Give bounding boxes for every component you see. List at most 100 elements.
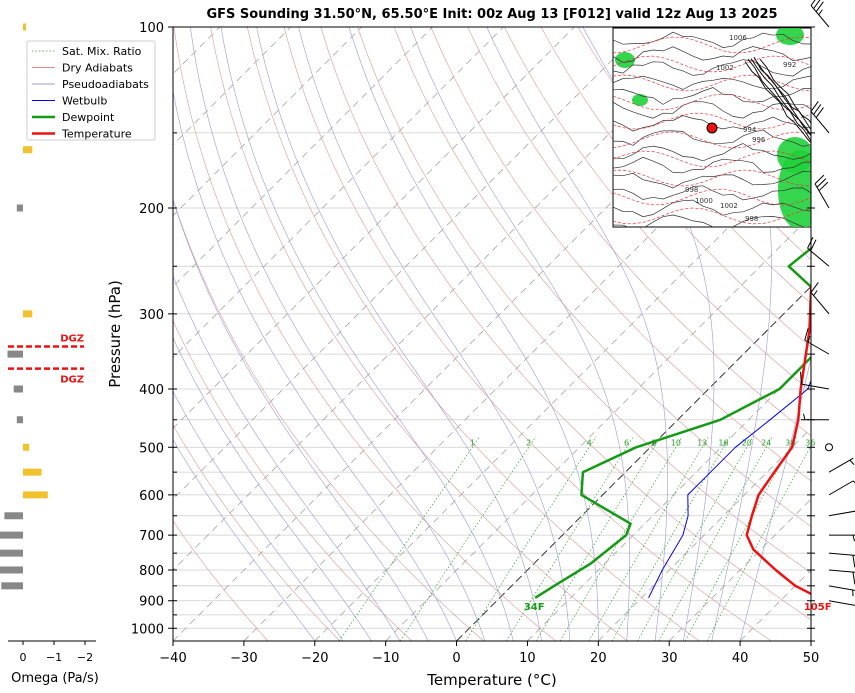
pseudoadiabat bbox=[739, 356, 811, 641]
x-tick-label: −40 bbox=[159, 651, 186, 666]
inset-map: 1006 1002 998 1000 994 996 992 1002 998 bbox=[612, 27, 812, 228]
y-axis-label: Pressure (hPa) bbox=[106, 280, 124, 388]
isotherm-line bbox=[668, 498, 811, 641]
isobar-label: 998 bbox=[745, 215, 758, 223]
omega-tick-label: −1 bbox=[46, 651, 62, 664]
isobar-label: 992 bbox=[783, 61, 796, 69]
dewpoint-profile bbox=[534, 246, 811, 599]
pseudoadiabat bbox=[173, 275, 401, 641]
wind-barb bbox=[814, 174, 830, 209]
x-tick-label: 10 bbox=[519, 651, 536, 666]
isotherm-line bbox=[0, 27, 7, 641]
mixing-ratio-label: 20 bbox=[742, 438, 752, 447]
omega-bar bbox=[16, 416, 23, 424]
dry-adiabat bbox=[835, 27, 855, 641]
mixing-ratio-label: 36 bbox=[805, 438, 815, 447]
isobar-label: 1002 bbox=[716, 64, 734, 72]
surface-temperature-label: 105F bbox=[804, 602, 832, 613]
pseudoadiabat bbox=[410, 27, 630, 641]
isobar-label: 996 bbox=[752, 136, 766, 144]
mixing-ratio-line bbox=[588, 436, 709, 641]
isotherm-line bbox=[173, 27, 504, 358]
isotherm-line bbox=[173, 27, 433, 288]
y-tick-label: 1000 bbox=[131, 622, 164, 637]
omega-bar bbox=[23, 146, 33, 154]
omega-bar bbox=[7, 350, 23, 358]
wind-barb bbox=[810, 282, 830, 315]
dry-adiabat bbox=[173, 320, 413, 641]
legend-label: Wetbulb bbox=[62, 95, 107, 108]
omega-axis-label: Omega (Pa/s) bbox=[11, 671, 99, 686]
wind-barb bbox=[807, 236, 830, 267]
dry-adiabat bbox=[577, 27, 811, 304]
dry-adiabat bbox=[357, 27, 811, 574]
y-tick-label: 900 bbox=[139, 595, 164, 610]
pseudoadiabat bbox=[190, 27, 486, 641]
omega-bar bbox=[0, 531, 23, 539]
isotherm-line bbox=[173, 27, 362, 217]
dry-adiabat bbox=[540, 27, 811, 348]
mixing-ratio-label: 30 bbox=[785, 438, 795, 447]
dry-adiabat bbox=[283, 27, 772, 641]
x-tick-label: −30 bbox=[230, 651, 257, 666]
y-axis-ticks: 100 200 300 400 500 600 700 800 900 1000 bbox=[131, 21, 173, 637]
isobar-label: 1006 bbox=[729, 34, 747, 42]
station-marker bbox=[706, 122, 718, 134]
omega-tick-label: 0 bbox=[20, 651, 27, 664]
y-tick-label: 600 bbox=[139, 489, 164, 504]
isotherm-line bbox=[173, 27, 292, 146]
x-tick-label: −10 bbox=[372, 651, 399, 666]
mixing-ratio-label: 4 bbox=[587, 438, 592, 447]
x-tick-label: 40 bbox=[732, 651, 749, 666]
wind-barb bbox=[828, 457, 855, 473]
dry-adiabat bbox=[210, 27, 628, 641]
omega-bar bbox=[0, 549, 23, 557]
omega-bar bbox=[23, 468, 42, 476]
wind-barb bbox=[828, 552, 855, 568]
pseudoadiabat bbox=[702, 27, 772, 641]
chart-title: GFS Sounding 31.50°N, 65.50°E Init: 00z … bbox=[206, 7, 777, 22]
wetbulb-profile bbox=[648, 379, 811, 599]
mixing-ratio-line bbox=[611, 436, 731, 641]
wind-barb bbox=[828, 569, 855, 585]
y-tick-label: 800 bbox=[139, 564, 164, 579]
legend-label: Dewpoint bbox=[62, 111, 115, 124]
isotherm-line bbox=[314, 144, 811, 641]
mixing-ratio-label: 13 bbox=[697, 438, 707, 447]
mixing-ratio-labels: 1 2 4 6 8 10 13 16 20 24 30 36 bbox=[470, 438, 815, 447]
mixing-ratio-line bbox=[535, 436, 661, 641]
mixing-ratio-label: 16 bbox=[718, 438, 728, 447]
isotherm-line bbox=[456, 285, 811, 641]
wind-barb bbox=[828, 585, 855, 597]
wind-barb bbox=[810, 101, 830, 134]
wind-barb bbox=[804, 328, 830, 355]
pseudoadiabat bbox=[173, 439, 316, 641]
isotherm-line bbox=[173, 27, 646, 500]
isobar-label: 1002 bbox=[720, 202, 738, 210]
mixing-ratio-line bbox=[559, 436, 683, 641]
pseudoadiabat bbox=[486, 27, 668, 641]
x-axis-ticks: −40 −30 −20 −10 0 10 20 30 40 50 bbox=[159, 641, 819, 666]
pseudoadiabat bbox=[173, 89, 457, 641]
wind-barb bbox=[828, 510, 855, 517]
pseudoadiabat bbox=[582, 27, 715, 641]
y-tick-label: 500 bbox=[139, 441, 164, 456]
mixing-ratio-label: 8 bbox=[651, 438, 656, 447]
wind-barb bbox=[828, 600, 855, 606]
mixing-ratio-line bbox=[506, 436, 634, 641]
mixing-ratio-label: 1 bbox=[470, 438, 475, 447]
wind-barb bbox=[829, 534, 855, 542]
pseudoadiabat bbox=[256, 27, 542, 641]
x-tick-label: 0 bbox=[452, 651, 460, 666]
omega-panel: 0 −1 −2 DGZ DGZ bbox=[0, 23, 96, 664]
pseudoadiabat bbox=[173, 198, 429, 641]
isobar-label: 994 bbox=[743, 126, 757, 134]
omega-bar bbox=[0, 566, 23, 574]
x-tick-label: 50 bbox=[803, 651, 820, 666]
omega-tick-label: −2 bbox=[77, 651, 93, 664]
temperature-profile bbox=[745, 284, 811, 596]
mixing-ratio-line bbox=[637, 436, 754, 641]
dry-adiabat bbox=[320, 27, 811, 621]
isobar-label: 1000 bbox=[695, 197, 713, 205]
mixing-ratio-label: 10 bbox=[671, 438, 681, 447]
